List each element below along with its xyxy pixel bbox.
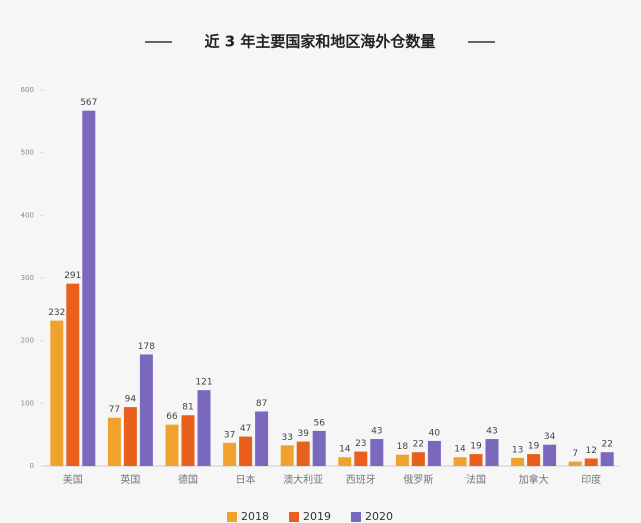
- y-tick-label: 600: [21, 86, 34, 94]
- bar: [354, 451, 368, 466]
- bar: [123, 407, 137, 466]
- x-tick-label: 澳大利亚: [283, 473, 323, 486]
- data-label: 19: [470, 442, 482, 452]
- bar: [296, 441, 310, 466]
- bar: [338, 457, 352, 466]
- y-tick-label: 0: [30, 462, 34, 470]
- bar: [469, 454, 483, 466]
- bar: [411, 452, 425, 466]
- x-tick-label: 印度: [581, 473, 601, 486]
- y-tick-label: 300: [21, 274, 34, 282]
- bar: [427, 440, 441, 466]
- data-label: 66: [166, 412, 178, 422]
- bar: [584, 458, 598, 466]
- data-label: 40: [429, 428, 441, 438]
- bar: [255, 411, 269, 466]
- y-tick-label: 500: [21, 149, 34, 157]
- bar: [82, 110, 96, 467]
- x-tick-label: 法国: [466, 473, 486, 486]
- data-label: 22: [413, 440, 424, 450]
- y-tick-label: 200: [21, 337, 34, 345]
- data-label: 291: [64, 271, 81, 281]
- bar: [527, 454, 541, 466]
- data-label: 81: [182, 403, 193, 413]
- data-label: 12: [585, 446, 596, 456]
- legend-label: 2020: [365, 510, 393, 523]
- x-tick-label: 日本: [236, 473, 256, 486]
- legend-label: 2018: [241, 510, 269, 523]
- data-label: 14: [454, 445, 466, 455]
- bar: [66, 283, 80, 466]
- bar: [239, 436, 253, 466]
- data-label: 13: [512, 445, 523, 455]
- x-tick-label: 西班牙: [346, 474, 376, 486]
- data-label: 18: [397, 442, 409, 452]
- x-tick-label: 俄罗斯: [403, 473, 433, 486]
- x-tick-label: 英国: [120, 473, 140, 486]
- data-label: 19: [528, 442, 540, 452]
- y-tick-label: 400: [21, 211, 34, 219]
- bar: [181, 415, 195, 466]
- data-label: 23: [355, 439, 366, 449]
- bar: [543, 444, 557, 466]
- data-label: 37: [224, 430, 235, 440]
- bar: [395, 454, 409, 466]
- bar: [600, 452, 614, 466]
- data-label: 14: [339, 445, 351, 455]
- x-tick-label: 美国: [63, 473, 83, 486]
- data-label: 33: [281, 433, 292, 443]
- data-label: 87: [256, 399, 267, 409]
- data-label: 121: [195, 378, 212, 388]
- legend-label: 2019: [303, 510, 331, 523]
- legend-swatch: [351, 512, 361, 522]
- bar: [511, 457, 525, 466]
- data-label: 22: [601, 440, 612, 450]
- bar: [165, 424, 179, 466]
- bar: [107, 417, 121, 466]
- bar: [50, 320, 64, 466]
- bar: [223, 442, 237, 466]
- data-label: 47: [240, 424, 251, 434]
- data-label: 77: [109, 405, 120, 415]
- data-label: 39: [297, 429, 309, 439]
- data-label: 34: [544, 432, 556, 442]
- y-tick-label: 100: [21, 399, 34, 407]
- data-label: 56: [313, 418, 325, 428]
- x-tick-label: 加拿大: [519, 473, 549, 486]
- legend-swatch: [227, 512, 237, 522]
- bar: [139, 354, 153, 466]
- chart-title: 近 3 年主要国家和地区海外仓数量: [205, 33, 436, 51]
- bar: [568, 461, 582, 466]
- data-label: 7: [572, 449, 578, 459]
- bar: [453, 457, 467, 466]
- bar: [312, 430, 326, 466]
- data-label: 232: [48, 308, 65, 318]
- bar: [485, 439, 499, 466]
- data-label: 94: [125, 395, 137, 405]
- bar: [197, 390, 211, 466]
- data-label: 43: [486, 427, 497, 437]
- data-label: 43: [371, 427, 382, 437]
- x-tick-label: 德国: [178, 473, 198, 486]
- legend-swatch: [289, 512, 299, 522]
- bar: [280, 445, 294, 466]
- data-label: 567: [80, 98, 97, 108]
- bar: [370, 439, 384, 466]
- data-label: 178: [138, 342, 155, 352]
